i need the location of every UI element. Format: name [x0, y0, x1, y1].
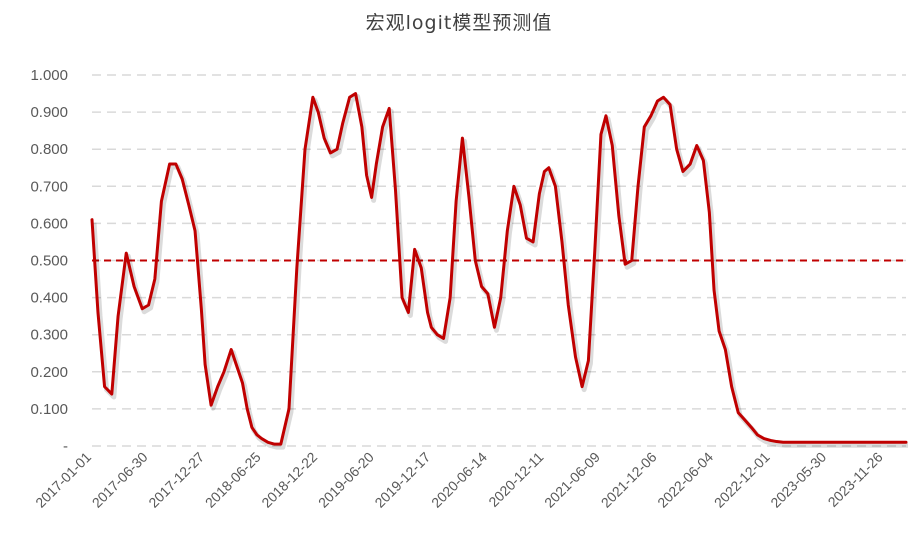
- x-tick-label: 2017-01-01: [32, 449, 94, 511]
- series-line: [90, 92, 908, 446]
- x-tick-label: 2022-12-01: [711, 449, 773, 511]
- x-tick-label: 2017-12-27: [145, 449, 207, 511]
- y-tick-label: -: [63, 438, 68, 455]
- y-tick-label: 0.400: [30, 290, 68, 307]
- y-tick-label: 0.700: [30, 178, 68, 195]
- y-tick-label: 0.100: [30, 401, 68, 418]
- x-tick-label: 2019-12-17: [371, 449, 433, 511]
- x-axis-ticks: 2017-01-012017-06-302017-12-272018-06-25…: [32, 449, 886, 511]
- x-tick-label: 2023-11-26: [825, 449, 886, 510]
- series-layer: [90, 92, 908, 450]
- x-tick-label: 2020-12-11: [485, 449, 546, 510]
- y-tick-label: 0.200: [30, 364, 68, 381]
- x-tick-label: 2021-12-06: [598, 449, 660, 511]
- x-tick-label: 2018-06-25: [202, 449, 264, 511]
- x-tick-label: 2019-06-20: [315, 449, 377, 511]
- x-tick-label: 2021-06-09: [541, 449, 603, 511]
- y-tick-label: 0.900: [30, 104, 68, 121]
- x-tick-label: 2022-06-04: [654, 449, 716, 511]
- y-tick-label: 1.000: [30, 67, 68, 84]
- x-tick-label: 2017-06-30: [89, 449, 151, 511]
- chart-title: 宏观logit模型预测值: [365, 12, 553, 34]
- y-tick-label: 0.600: [30, 215, 68, 232]
- x-tick-label: 2020-06-14: [428, 449, 490, 511]
- y-tick-label: 0.800: [30, 141, 68, 158]
- x-tick-label: 2018-12-22: [258, 449, 320, 511]
- y-tick-label: 0.300: [30, 327, 68, 344]
- gridlines: [92, 74, 906, 447]
- y-axis-ticks: - 0.100 0.200 0.300 0.400 0.500 0.600 0.700 0.80…: [30, 67, 68, 455]
- y-tick-label: 0.500: [30, 253, 68, 270]
- x-tick-label: 2023-05-30: [767, 449, 829, 511]
